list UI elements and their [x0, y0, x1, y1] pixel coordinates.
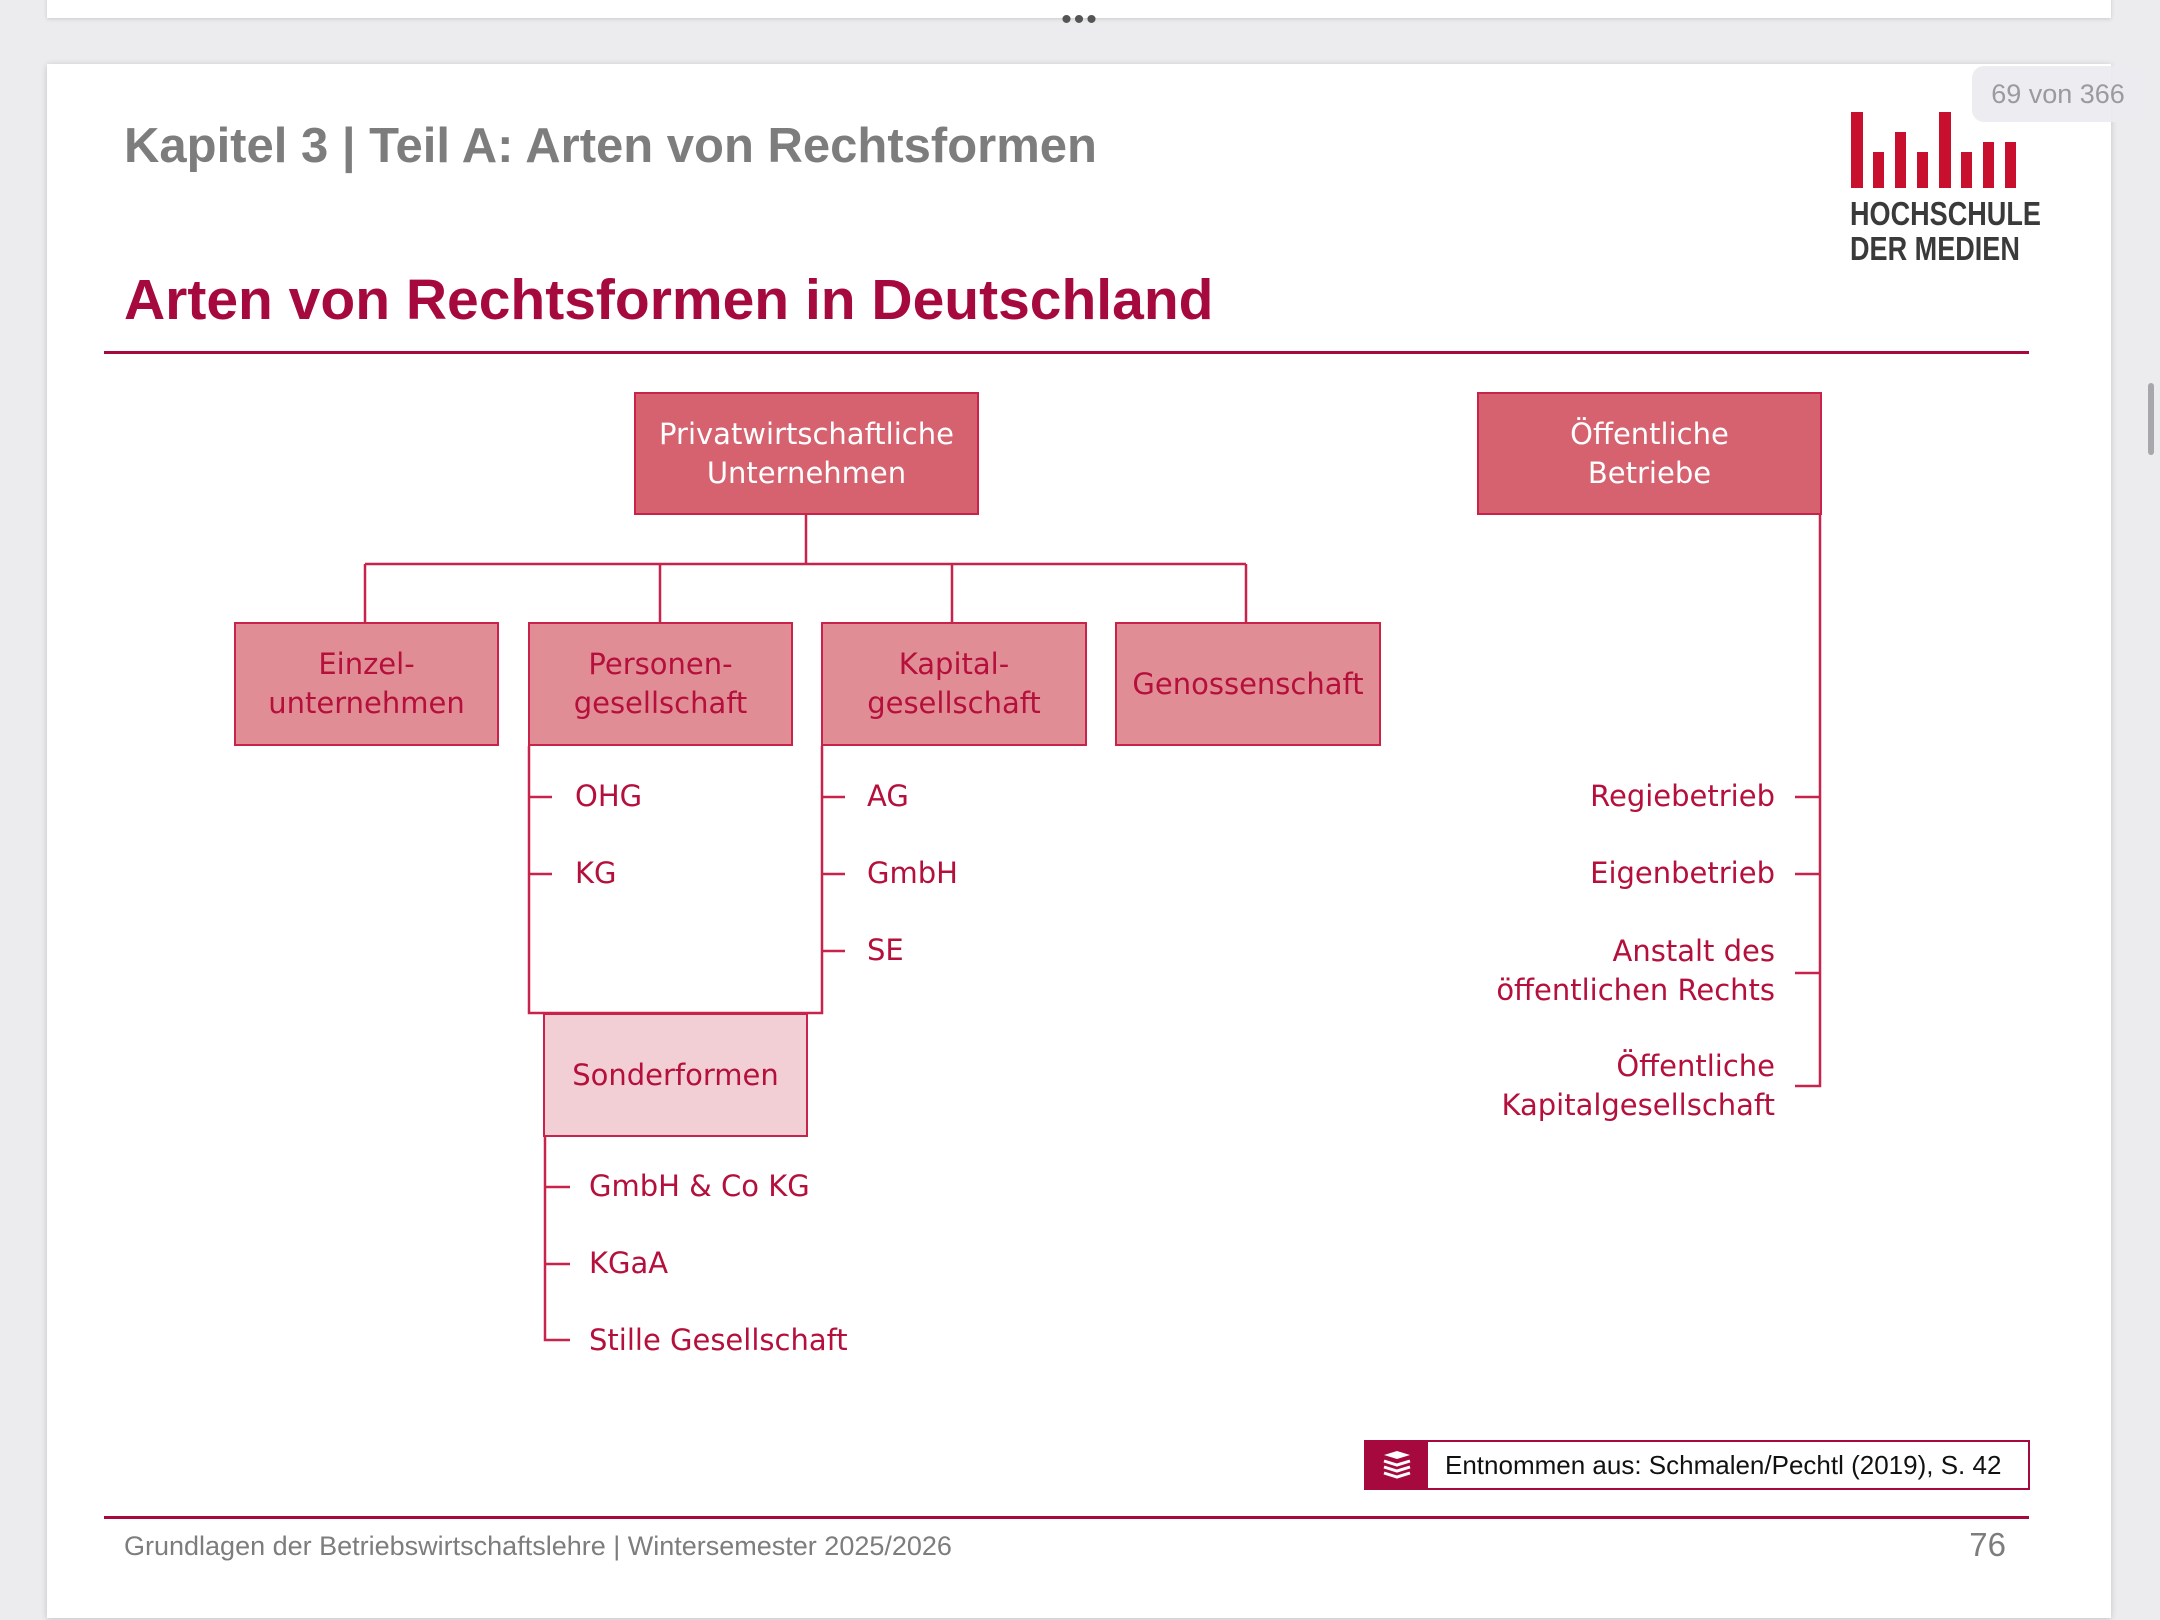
ohg-label: OHG	[575, 779, 643, 813]
sole-proprietorship-box: Einzel- unternehmen	[234, 622, 499, 746]
public-enterprises-box: Öffentliche Betriebe	[1477, 392, 1822, 515]
public-corporation-label: Öffentliche Kapitalgesellschaft	[1501, 1049, 1775, 1122]
corporation-label: Kapital- gesellschaft	[867, 647, 1041, 720]
corporation-box: Kapital- gesellschaft	[821, 622, 1087, 746]
kg-label: KG	[575, 856, 617, 890]
chapter-header: Kapitel 3 | Teil A: Arten von Rechtsform…	[124, 119, 1097, 173]
regiebetrieb-label: Regiebetrieb	[1590, 779, 1775, 813]
more-options-icon[interactable]: •••	[1061, 3, 1099, 36]
special-forms-label: Sonderformen	[572, 1057, 779, 1092]
gmbh-label: GmbH	[867, 856, 958, 890]
source-note-text: Entnommen aus: Schmalen/Pechtl (2019), S…	[1445, 1450, 2002, 1480]
ag-label: AG	[867, 779, 909, 813]
private-enterprises-label: Privatwirtschaftliche Unternehmen	[659, 416, 954, 490]
pdf-page	[47, 64, 2111, 1618]
cooperative-label: Genossenschaft	[1132, 666, 1364, 701]
partnership-label: Personen- gesellschaft	[573, 647, 748, 720]
university-logo: HOCHSCHULE DER MEDIEN	[1850, 112, 2041, 266]
se-label: SE	[867, 933, 904, 967]
slide-title: Arten von Rechtsformen in Deutschland	[124, 268, 1214, 332]
scrollbar-thumb[interactable]	[2148, 383, 2154, 455]
source-note: Entnommen aus: Schmalen/Pechtl (2019), S…	[1364, 1440, 2030, 1490]
public-law-institution-label: Anstalt des öffentlichen Rechts	[1496, 934, 1775, 1007]
footer-divider	[104, 1516, 2029, 1519]
special-forms-box: Sonderformen	[543, 1013, 808, 1137]
eigenbetrieb-label: Eigenbetrieb	[1590, 856, 1775, 890]
previous-page-edge	[47, 0, 2111, 18]
kgaa-label: KGaA	[589, 1246, 669, 1280]
cooperative-box: Genossenschaft	[1115, 622, 1381, 746]
book-icon	[1366, 1442, 1428, 1488]
public-enterprises-label: Öffentliche Betriebe	[1570, 416, 1729, 490]
page-counter: 69 von 366	[1972, 66, 2144, 122]
sole-proprietorship-label: Einzel- unternehmen	[268, 647, 465, 720]
gmbh-co-kg-label: GmbH & Co KG	[589, 1169, 810, 1203]
logo-bars-icon	[1851, 112, 2016, 188]
partnership-box: Personen- gesellschaft	[528, 622, 793, 746]
footer-course-label: Grundlagen der Betriebswirtschaftslehre …	[124, 1531, 952, 1561]
slide-page-number: 76	[1969, 1526, 2006, 1563]
title-divider	[104, 351, 2029, 354]
private-enterprises-box: Privatwirtschaftliche Unternehmen	[634, 392, 979, 515]
silent-partnership-label: Stille Gesellschaft	[589, 1323, 848, 1357]
